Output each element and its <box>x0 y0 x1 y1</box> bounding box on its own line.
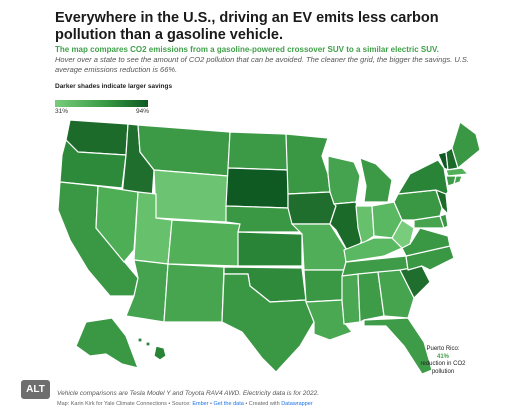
state-delaware[interactable] <box>439 213 449 229</box>
us-choropleth-map[interactable] <box>30 110 500 385</box>
datawrapper-link[interactable]: Datawrapper <box>281 401 313 407</box>
legend-gradient <box>55 100 148 107</box>
state-massachusetts[interactable] <box>445 167 469 177</box>
state-minnesota[interactable] <box>285 133 331 195</box>
state-west-virginia[interactable] <box>391 219 415 249</box>
created-prefix: • Created with <box>245 401 280 407</box>
state-florida[interactable] <box>363 317 433 375</box>
state-georgia[interactable] <box>377 269 415 319</box>
state-colorado[interactable] <box>167 219 241 267</box>
map-description: Hover over a state to see the amount of … <box>55 55 469 74</box>
state-virginia[interactable] <box>401 227 451 257</box>
credit-prefix: Map: Karin Kirk for Yale Climate Connect… <box>57 401 191 407</box>
puerto-rico-value: 41% <box>436 353 449 360</box>
credit-separator: • <box>210 401 212 407</box>
state-alaska[interactable] <box>75 317 139 369</box>
state-pennsylvania[interactable] <box>393 189 443 221</box>
state-north-dakota[interactable] <box>227 131 289 171</box>
legend-title: Darker shades indicate larger savings <box>55 83 173 90</box>
state-arkansas[interactable] <box>303 269 345 303</box>
footer-credits: Map: Karin Kirk for Yale Climate Connect… <box>57 401 313 407</box>
state-hawaii[interactable] <box>137 337 167 361</box>
state-south-dakota[interactable] <box>225 167 289 209</box>
state-new-mexico[interactable] <box>163 263 225 323</box>
footer-note: Vehicle comparisons are Tesla Model Y an… <box>57 390 320 397</box>
state-wyoming[interactable] <box>153 169 229 223</box>
state-mississippi[interactable] <box>341 273 361 325</box>
puerto-rico-suffix: reduction in CO2 pollution <box>420 361 466 375</box>
map-subtitle: The map compares CO2 emissions from a ga… <box>55 45 439 54</box>
source-link[interactable]: Ember <box>192 401 209 407</box>
get-data-link[interactable]: Get the data <box>213 401 244 407</box>
state-iowa[interactable] <box>287 191 337 225</box>
state-michigan[interactable] <box>359 157 393 203</box>
puerto-rico-note: Puerto Rico: 41% reduction in CO2 pollut… <box>418 346 468 376</box>
state-alabama[interactable] <box>357 271 385 323</box>
state-texas[interactable] <box>221 273 315 373</box>
state-rhode-island[interactable] <box>453 175 463 185</box>
state-new-york[interactable] <box>397 159 449 195</box>
state-nevada[interactable] <box>95 185 139 263</box>
state-oregon[interactable] <box>59 139 127 189</box>
state-kansas[interactable] <box>237 231 303 267</box>
state-wisconsin[interactable] <box>327 155 361 205</box>
legend-max-label: 94% <box>136 108 150 115</box>
puerto-rico-label: Puerto Rico: <box>426 346 460 352</box>
legend-min-label: 31% <box>55 108 69 115</box>
map-title: Everywhere in the U.S., driving an EV em… <box>55 10 439 43</box>
state-maine[interactable] <box>451 121 481 169</box>
alt-text-button[interactable]: ALT <box>21 380 50 399</box>
